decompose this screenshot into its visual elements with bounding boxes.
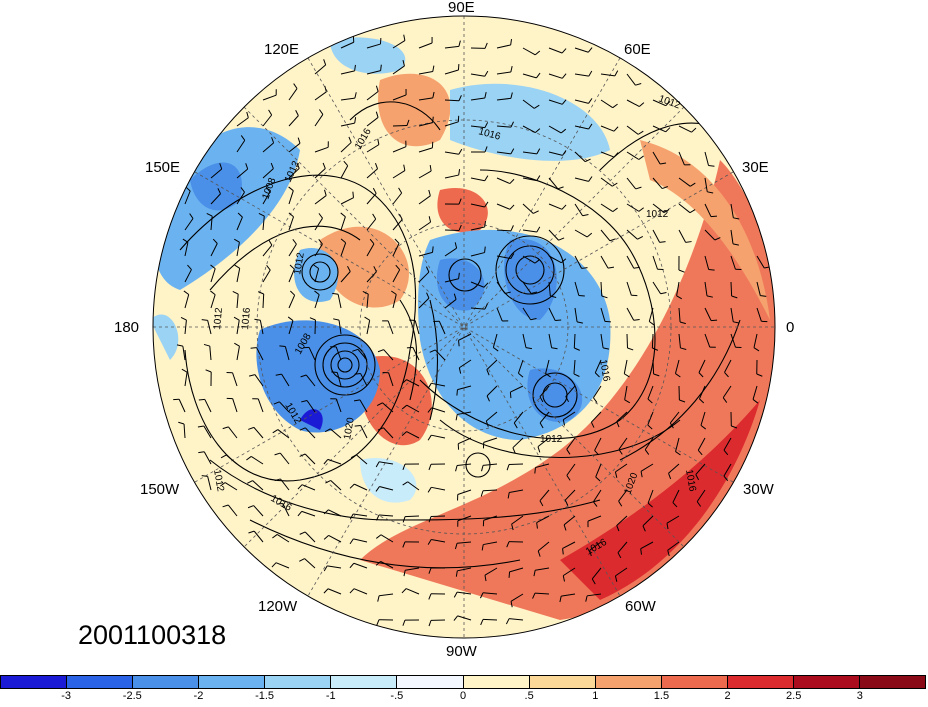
colorbar-tick-label: 1.5: [654, 690, 669, 702]
colorbar-tick-label: -1: [326, 690, 336, 702]
colorbar-tick-label: 2: [725, 690, 731, 702]
longitude-label-0: 0: [786, 319, 794, 336]
colorbar-tick-label: -2: [194, 690, 204, 702]
colorbar-tick-label: -1.5: [255, 690, 274, 702]
colorbar: [0, 675, 926, 689]
colorbar-tick-label: -.5: [390, 690, 403, 702]
colorbar-tick-label: -3: [61, 690, 71, 702]
colorbar-segment: [67, 676, 133, 688]
longitude-label-90e: 90E: [448, 0, 475, 16]
colorbar-segment: [397, 676, 463, 688]
colorbar-segment: [1, 676, 67, 688]
isobar-label: 1012: [540, 434, 563, 445]
longitude-label-30w: 30W: [743, 481, 774, 498]
colorbar-segment: [199, 676, 265, 688]
longitude-label-60e: 60E: [624, 41, 651, 58]
longitude-label-30e: 30E: [742, 159, 769, 176]
longitude-label-120e: 120E: [264, 41, 299, 58]
colorbar-segment: [331, 676, 397, 688]
date-stamp: 2001100318: [78, 620, 226, 651]
longitude-label-90w: 90W: [446, 643, 477, 660]
colorbar-segment: [860, 676, 925, 688]
colorbar-segment: [265, 676, 331, 688]
colorbar-segment: [133, 676, 199, 688]
colorbar-segment: [530, 676, 596, 688]
colorbar-tick-label: 3: [857, 690, 863, 702]
colorbar-tick-label: 2.5: [786, 690, 801, 702]
colorbar-tick-label: -2.5: [123, 690, 142, 702]
colorbar-tick-label: 0: [460, 690, 466, 702]
longitude-label-150w: 150W: [140, 481, 179, 498]
longitude-label-120w: 120W: [258, 598, 297, 615]
isobar-label: 1012: [646, 209, 669, 220]
longitude-label-150e: 150E: [145, 159, 180, 176]
isobar-label: 1012: [212, 307, 225, 331]
longitude-label-180: 180: [114, 319, 139, 336]
colorbar-segment: [464, 676, 530, 688]
colorbar-tick-label: 1: [592, 690, 598, 702]
longitude-label-60w: 60W: [625, 598, 656, 615]
colorbar-segment: [662, 676, 728, 688]
isobar-label: 1016: [240, 307, 253, 331]
colorbar-tick-label: .5: [525, 690, 534, 702]
colorbar-segment: [794, 676, 860, 688]
colorbar-segment: [596, 676, 662, 688]
colorbar-segment: [728, 676, 794, 688]
